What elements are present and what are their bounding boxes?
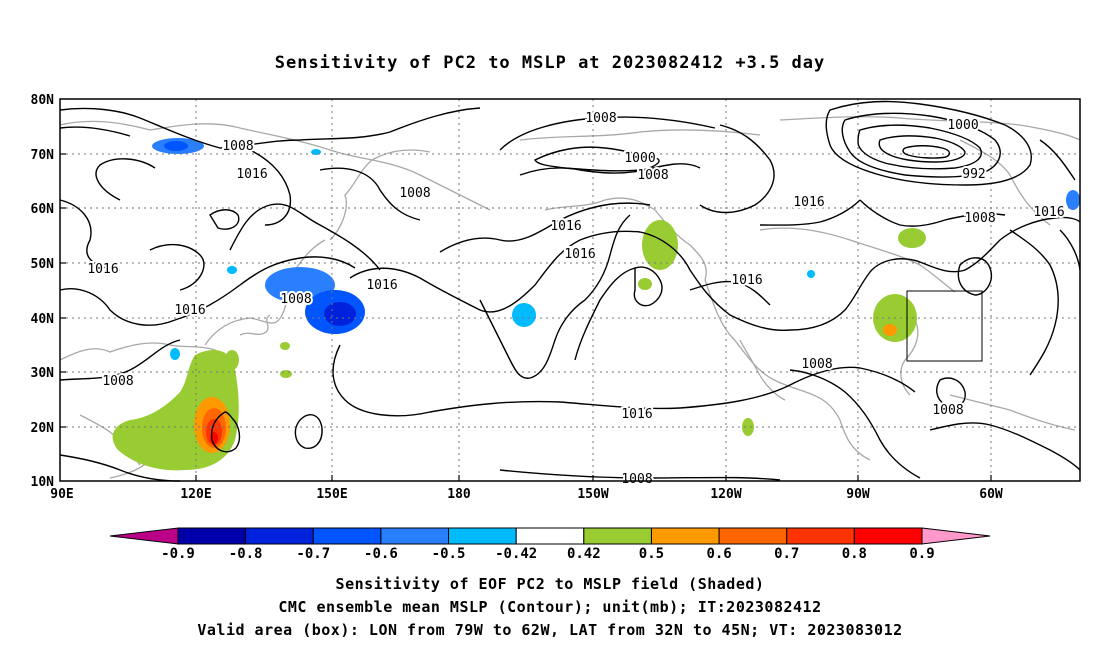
- colorbar-right-arrow: [921, 527, 991, 545]
- shade-negative-pacific: [512, 303, 536, 327]
- lat-label: 50N: [31, 257, 55, 272]
- contour-label: 1008: [399, 186, 430, 201]
- colorbar-tick-label: -0.6: [364, 546, 398, 562]
- colorbar-cell: [448, 527, 517, 545]
- contour-label: 1016: [621, 407, 652, 422]
- contour-label: 1016: [366, 278, 397, 293]
- contour-label: 1008: [102, 374, 133, 389]
- lon-label: 120E: [180, 487, 211, 502]
- colorbar-tick-label: 0.42: [567, 546, 601, 562]
- colorbar-cell: [312, 527, 382, 545]
- lat-label: 40N: [31, 312, 55, 327]
- contour-label: 1008: [621, 472, 652, 487]
- colorbar-cell: [177, 527, 247, 545]
- colorbar: -0.9 -0.8 -0.7 -0.6 -0.5 -0.42 0.42 0.5 0.6 0.7 0.…: [109, 527, 991, 562]
- mslp-contours: [59, 100, 1081, 482]
- lat-label: 20N: [31, 421, 55, 436]
- lon-label: 90W: [846, 487, 870, 502]
- contour-label: 1000: [947, 118, 978, 133]
- lon-label: 90E: [50, 487, 73, 502]
- grid-lines: [60, 99, 1080, 481]
- map-panel: 1008 1016 1016 1008 1016 1008 1016 1016 …: [31, 93, 1081, 502]
- contour-label: 1016: [793, 195, 824, 210]
- colorbar-cell: [650, 527, 720, 545]
- lat-axis: 80N 70N 60N 50N 40N 30N 20N 10N: [31, 93, 66, 490]
- contour-label: 1016: [1033, 205, 1064, 220]
- contour-label: 1016: [731, 273, 762, 288]
- shade-positive-gulf-small: [638, 278, 652, 290]
- contour-label: 992: [962, 167, 985, 182]
- lon-label: 180: [447, 487, 471, 502]
- colorbar-cell: [515, 527, 585, 545]
- footer-line-1: Sensitivity of EOF PC2 to MSLP field (Sh…: [336, 575, 765, 593]
- shade-positive-taiwan: [225, 350, 239, 370]
- contour-label: 1016: [564, 247, 595, 262]
- colorbar-tick-label: 0.9: [909, 546, 934, 562]
- contour-label: 1008: [637, 168, 668, 183]
- lon-label: 150E: [316, 487, 347, 502]
- sensitivity-shading: [112, 138, 1080, 471]
- colorbar-tick-label: 0.5: [639, 546, 664, 562]
- colorbar-tick-label: 0.7: [774, 546, 799, 562]
- colorbar-left-arrow: [109, 527, 179, 545]
- colorbar-cell: [786, 527, 855, 545]
- lat-label: 30N: [31, 366, 55, 381]
- colorbar-cell: [583, 527, 652, 545]
- shade-positive-canada: [898, 228, 926, 248]
- contour-label: 1016: [87, 262, 118, 277]
- lon-label: 120W: [710, 487, 741, 502]
- colorbar-tick-label: -0.42: [495, 546, 537, 562]
- shade-negative-small-1: [227, 266, 237, 274]
- lon-label: 150W: [577, 487, 608, 502]
- colorbar-cell: [718, 527, 788, 545]
- shade-positive-gulf-alaska: [642, 220, 678, 270]
- contour-label: 1008: [585, 111, 616, 126]
- figure-title: Sensitivity of PC2 to MSLP at 2023082412…: [275, 53, 826, 73]
- shade-negative-small-5: [807, 270, 815, 278]
- contour-label: 1016: [550, 219, 581, 234]
- contour-label: 1016: [236, 167, 267, 182]
- lat-label: 80N: [31, 93, 55, 108]
- contour-label: 1008: [222, 139, 253, 154]
- colorbar-cell: [380, 527, 450, 545]
- lat-label: 70N: [31, 148, 55, 163]
- shade-positive-small-sea: [280, 370, 292, 378]
- shade-negative-siberia-core: [164, 141, 188, 151]
- valid-area-box: [906, 290, 983, 362]
- shade-negative-small-4: [1066, 190, 1080, 210]
- map-frame: [59, 98, 1081, 482]
- footer-line-3: Valid area (box): LON from 79W to 62W, L…: [197, 621, 902, 639]
- footer-line-2: CMC ensemble mean MSLP (Contour); unit(m…: [278, 598, 821, 616]
- contour-label: 1000: [624, 151, 655, 166]
- contour-label: 1008: [280, 292, 311, 307]
- contour-label: 1016: [174, 303, 205, 318]
- colorbar-tick-label: 0.8: [842, 546, 867, 562]
- colorbar-tick-label: -0.8: [229, 546, 263, 562]
- shade-negative-small-2: [170, 348, 180, 360]
- shade-negative-japan: [265, 267, 335, 303]
- colorbar-tick-label: -0.7: [296, 546, 330, 562]
- contour-label-group: 1008 1016 1016 1008 1016 1008 1016 1016 …: [85, 109, 1066, 489]
- colorbar-cell: [245, 527, 314, 545]
- shade-positive-mexico: [742, 418, 754, 436]
- shade-negative-kuril-core: [324, 302, 356, 326]
- shade-positive-us-east-orange: [883, 324, 897, 336]
- lat-label: 10N: [31, 475, 55, 490]
- contour-label: 1008: [932, 403, 963, 418]
- colorbar-tick-label: 0.6: [706, 546, 731, 562]
- contour-label: 1008: [964, 211, 995, 226]
- contour-label: 1008: [801, 357, 832, 372]
- lat-label: 60N: [31, 202, 55, 217]
- lon-axis: 90E 120E 150E 180 150W 120W 90W 60W: [50, 475, 1003, 502]
- colorbar-cell: [853, 527, 923, 545]
- colorbar-tick-label: -0.9: [161, 546, 195, 562]
- lon-label: 60W: [979, 487, 1003, 502]
- shade-positive-small-okinawa: [280, 342, 290, 350]
- colorbar-tick-label: -0.5: [432, 546, 466, 562]
